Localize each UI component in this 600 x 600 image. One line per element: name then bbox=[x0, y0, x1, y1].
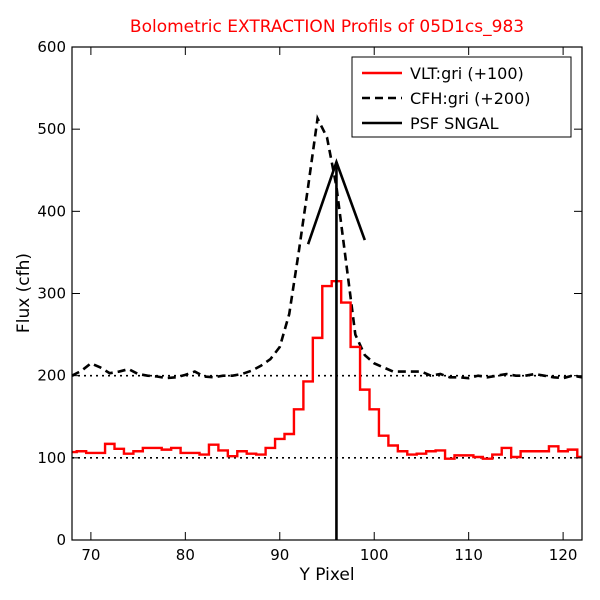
y-axis-label: Flux (cfh) bbox=[14, 253, 34, 333]
y-tick-label: 0 bbox=[56, 531, 66, 549]
series-vlt-steps bbox=[72, 279, 582, 460]
x-tick-label: 80 bbox=[176, 546, 195, 564]
y-tick-label: 400 bbox=[37, 202, 66, 220]
legend-label-2: PSF SNGAL bbox=[410, 114, 499, 133]
x-tick-label: 90 bbox=[270, 546, 289, 564]
legend: VLT:gri (+100) CFH:gri (+200) PSF SNGAL bbox=[351, 56, 572, 138]
x-tick-label: 70 bbox=[81, 546, 100, 564]
x-axis-label: Y Pixel bbox=[298, 565, 354, 585]
x-tick-label: 120 bbox=[549, 546, 578, 564]
series-cfh-line bbox=[71, 114, 583, 380]
y-tick-label: 500 bbox=[37, 120, 66, 138]
y-tick-label: 300 bbox=[37, 285, 66, 303]
x-tick-label: 100 bbox=[360, 546, 389, 564]
y-tick-label: 600 bbox=[37, 38, 66, 56]
legend-label-0: VLT:gri (+100) bbox=[410, 64, 524, 83]
y-tick-label: 200 bbox=[37, 367, 66, 385]
y-tick-label: 100 bbox=[37, 449, 66, 467]
legend-label-1: CFH:gri (+200) bbox=[410, 89, 531, 108]
series-layer bbox=[71, 114, 583, 540]
chart-title: Bolometric EXTRACTION Profils of 05D1cs_… bbox=[130, 17, 524, 37]
x-axis: 70 80 90 100 110 120 bbox=[81, 47, 577, 564]
y-axis: 0 100 200 300 400 500 600 bbox=[37, 38, 582, 549]
series-psf-line bbox=[306, 158, 367, 245]
x-tick-label: 110 bbox=[454, 546, 483, 564]
